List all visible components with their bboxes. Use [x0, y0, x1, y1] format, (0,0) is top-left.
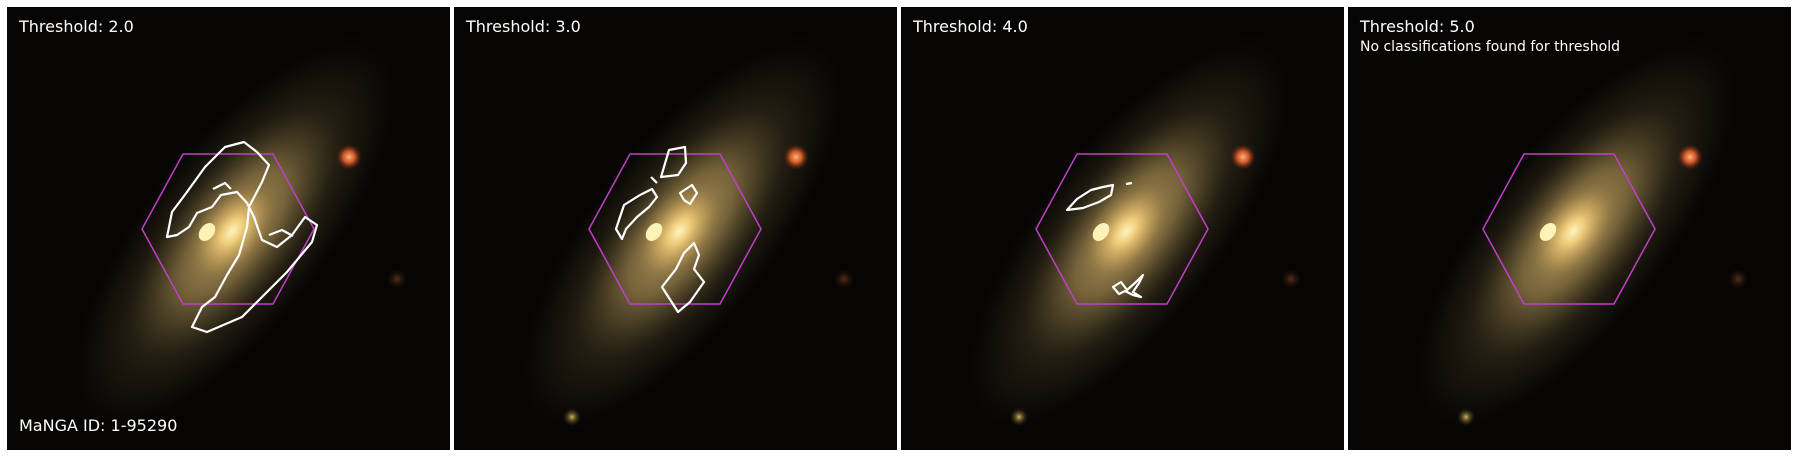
panel-title: Threshold: 3.0 — [466, 17, 581, 36]
panel-title: Threshold: 4.0 — [913, 17, 1028, 36]
panel-threshold-2: Threshold: 2.0 MaNGA ID: 1-95290 — [7, 7, 450, 450]
hexagon-outline — [588, 153, 762, 305]
panel-title: Threshold: 2.0 — [19, 17, 134, 36]
hexagon-outline — [1482, 153, 1656, 305]
classification-contours — [1065, 181, 1145, 299]
no-classifications-note: No classifications found for threshold — [1360, 39, 1620, 55]
hexagon-outline — [1035, 153, 1209, 305]
panel-threshold-5: Threshold: 5.0 No classifications found … — [1348, 7, 1791, 450]
classification-contours — [165, 140, 319, 334]
galaxy-image — [454, 7, 897, 450]
hexagon-outline — [141, 153, 315, 305]
panel-threshold-3: Threshold: 3.0 — [454, 7, 897, 450]
panel-threshold-4: Threshold: 4.0 — [901, 7, 1344, 450]
panel-title: Threshold: 5.0 — [1360, 17, 1475, 36]
galaxy-image — [901, 7, 1344, 450]
classification-contours — [614, 145, 706, 314]
manga-id-label: MaNGA ID: 1-95290 — [19, 416, 178, 435]
galaxy-image — [7, 7, 450, 450]
galaxy-image — [1348, 7, 1791, 450]
